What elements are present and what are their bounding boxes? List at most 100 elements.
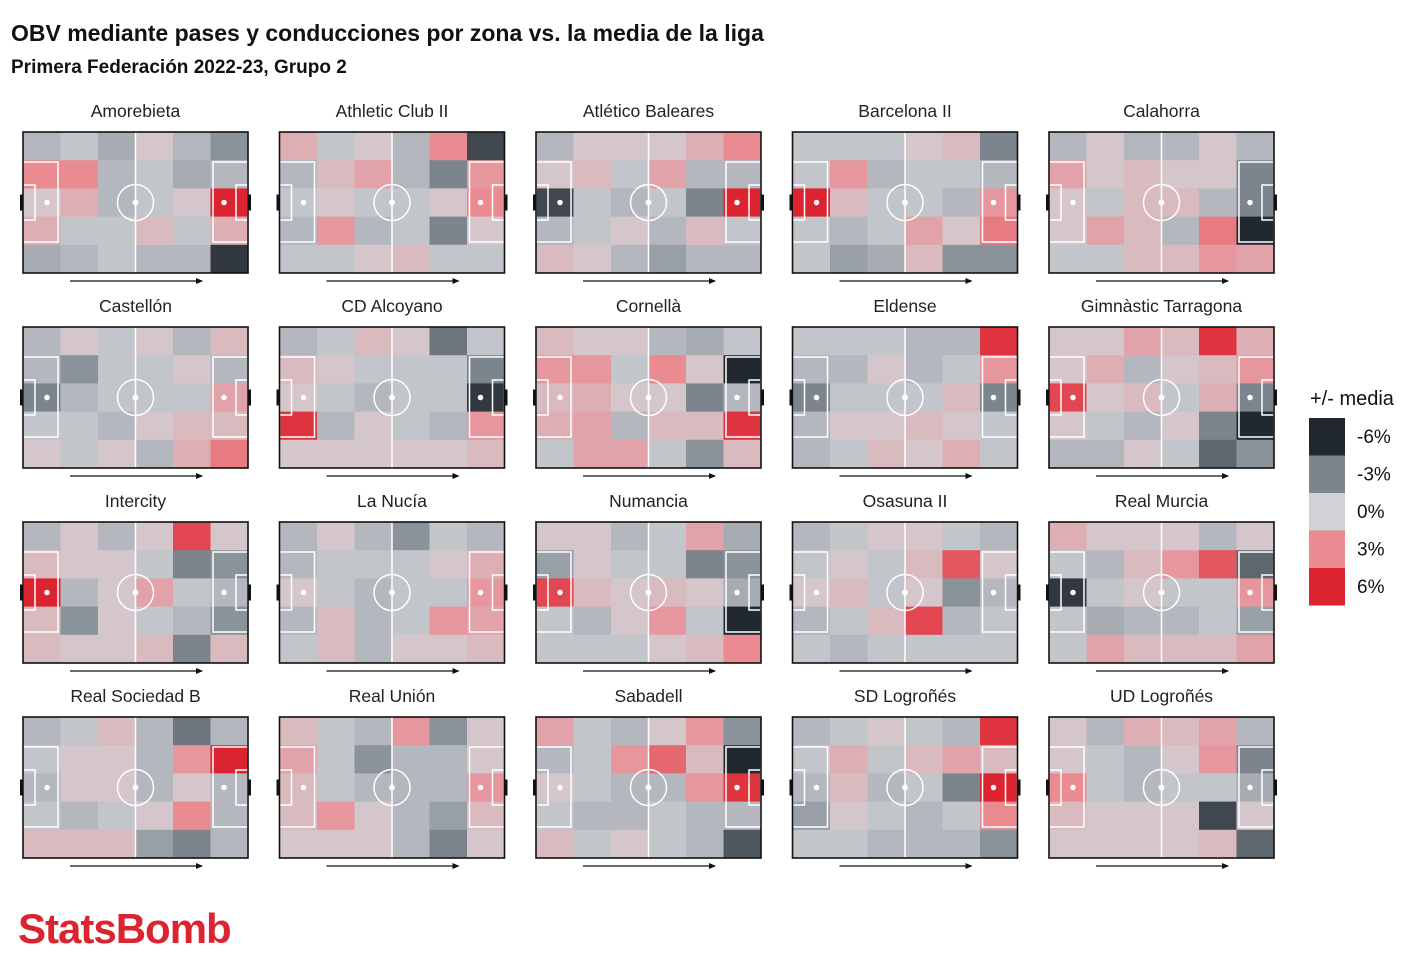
penalty-spot-left [557, 394, 563, 401]
heatmap-cell [1049, 216, 1087, 246]
heatmap-cell [905, 801, 943, 831]
heatmap-cell [1236, 439, 1275, 469]
heatmap-cell [1236, 801, 1275, 831]
heatmap-cell [1124, 745, 1162, 774]
heatmap-cell [1199, 439, 1237, 469]
heatmap-cell [429, 383, 468, 412]
heatmap-cell [1124, 606, 1162, 636]
heatmap-cell [210, 578, 249, 607]
heatmap-cell [723, 606, 762, 636]
heatmap-cell [942, 829, 981, 859]
heatmap-cell [792, 355, 831, 384]
heatmap-cell [686, 244, 724, 274]
heatmap-cell [905, 216, 943, 246]
heatmap-cell [867, 327, 906, 356]
legend-label: 6% [1357, 577, 1385, 598]
heatmap-cell [1124, 634, 1162, 664]
center-spot [645, 199, 652, 206]
goal-right [248, 194, 251, 211]
heatmap-cell [686, 606, 724, 636]
heatmap-cell [536, 411, 574, 441]
heatmap-cell [392, 773, 430, 802]
heatmap-cell [686, 411, 724, 441]
heatmap-cell [648, 383, 687, 412]
heatmap-cell [686, 160, 724, 189]
heatmap-cell [1236, 132, 1275, 161]
heatmap-cell [354, 355, 393, 384]
heatmap-cell [98, 522, 136, 551]
heatmap-cell [723, 439, 762, 469]
team-panel: Atlético Baleares [533, 101, 764, 284]
heatmap-cell [317, 745, 355, 774]
heatmap-cell [1161, 244, 1200, 274]
goal-right [248, 779, 251, 796]
heatmap-cell [210, 188, 249, 217]
heatmap-cell [467, 439, 505, 469]
penalty-spot-left [1070, 199, 1076, 206]
heatmap-cell [792, 132, 831, 161]
heatmap-cell [792, 634, 831, 664]
heatmap-cell [1236, 829, 1275, 859]
heatmap-cell [467, 132, 505, 161]
penalty-spot-left [300, 394, 307, 401]
center-spot [902, 199, 908, 206]
heatmap-cell [317, 717, 355, 746]
center-circle [373, 378, 411, 417]
heatmap-cell [173, 634, 211, 664]
heatmap-cell [1199, 411, 1237, 441]
goal-right [1017, 584, 1021, 601]
heatmap-cell [467, 383, 505, 412]
heatmap-cell [354, 550, 393, 579]
heatmap-cell [429, 773, 468, 802]
heatmap-cell [1049, 522, 1087, 551]
heatmap-cell [980, 550, 1018, 579]
heatmap-cell [1236, 327, 1275, 356]
goal-left [533, 779, 536, 796]
heatmap-cell [536, 801, 574, 831]
heatmap-cell [210, 132, 249, 161]
heatmap-cell [536, 327, 574, 356]
heatmap-cell [210, 160, 249, 189]
heatmap-cell [830, 160, 868, 189]
heatmap-cell [60, 216, 99, 246]
heatmap-cell [905, 160, 943, 189]
heatmap-cell [1086, 383, 1125, 412]
heatmap-cell [1086, 439, 1125, 469]
heatmap-cell [942, 244, 981, 274]
heatmap-cell [23, 801, 61, 831]
heatmap-cell [279, 383, 318, 412]
team-panel: Sabadell [533, 686, 764, 869]
heatmap-cell [723, 578, 762, 607]
heatmap-cell [429, 439, 468, 469]
heatmap-cell [279, 244, 318, 274]
heatmap-cell [392, 606, 430, 636]
heatmap-cell [648, 439, 687, 469]
heatmap-cell [173, 578, 211, 607]
heatmap-cell [611, 634, 649, 664]
penalty-spot-right [990, 784, 997, 791]
penalty-spot-right [221, 199, 227, 206]
heatmap-cell [317, 801, 355, 831]
heatmap-cell [354, 439, 393, 469]
heatmap-cell [942, 550, 981, 579]
heatmap-cell [792, 606, 831, 636]
heatmap-cell [980, 801, 1018, 831]
pitch-markings [278, 132, 506, 273]
heatmap-cell [1199, 383, 1237, 412]
penalty-spot-right [1247, 589, 1253, 596]
penalty-spot-left [44, 394, 50, 401]
heatmap-cell [173, 439, 211, 469]
goal-left [20, 584, 23, 601]
center-circle [116, 183, 155, 222]
team-panel: Barcelona II [789, 101, 1021, 284]
heatmap-cell [354, 244, 393, 274]
heatmap-cell [354, 801, 393, 831]
goal-right [1274, 584, 1277, 601]
heatmap-cell [135, 355, 174, 384]
heatmap-cell [392, 411, 430, 441]
center-circle [373, 573, 411, 612]
heatmap-cell [60, 160, 99, 189]
heatmap-cell [354, 411, 393, 441]
pitch-markings [1048, 327, 1275, 468]
team-panel: UD Logroñés [1046, 686, 1277, 869]
